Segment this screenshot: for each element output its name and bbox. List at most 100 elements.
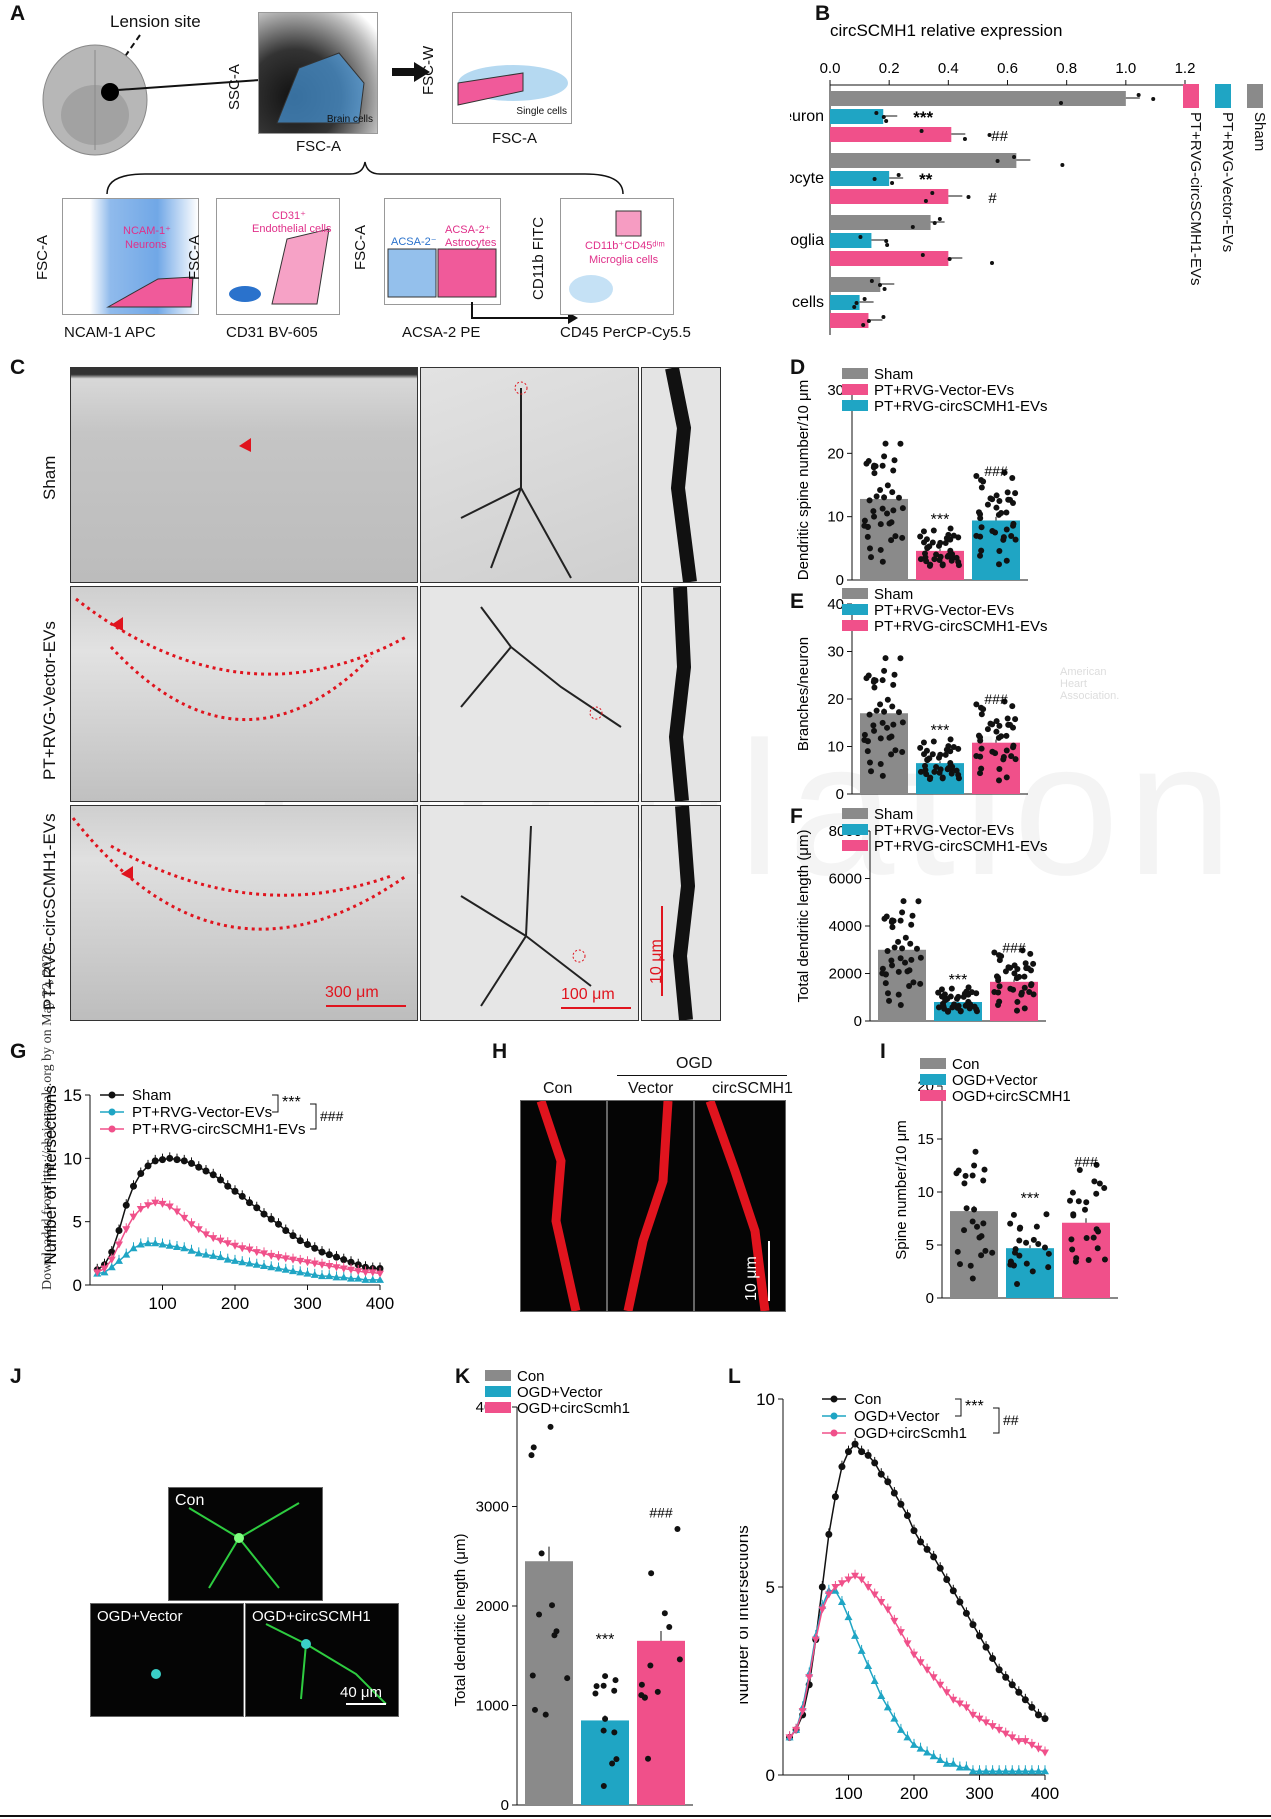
data-point [1001,1730,1010,1738]
data-dot [889,924,896,931]
y-axis-label: Dendritic spine number/10 μm [795,380,812,580]
sig-vector: *** [596,1631,615,1648]
data-point [969,1621,977,1629]
data-dot [899,505,906,512]
sig-circ: ### [984,463,1008,479]
y-tick-label: 0 [836,572,844,589]
fluor-image-circ: 10 μm [694,1100,786,1312]
data-point [844,1576,853,1584]
data-point [1034,1711,1042,1719]
panel-label-i: I [880,1040,886,1063]
micrograph-circ-low: 300 μm [70,805,418,1021]
data-dot [881,708,888,715]
data-dot [989,261,994,265]
y-tick-label: 10 [827,739,844,756]
data-dot [1026,989,1033,996]
gate-label-2: Neurons [125,239,167,251]
data-dot [960,993,967,1000]
data-dot [1069,1246,1076,1253]
data-point [325,1251,333,1259]
data-point [811,1636,820,1644]
data-point [949,1696,958,1704]
data-dot [600,1727,607,1734]
panel-label-k: K [455,1365,471,1388]
data-dot [917,768,924,775]
data-dot [1009,474,1016,481]
data-dot [910,979,917,986]
y-axis-label: Spine number/10 μm [893,1120,910,1260]
scale-bar-300: 300 μm [325,984,379,1001]
data-dot [975,509,982,516]
y-tick-label: 2000 [829,966,862,983]
data-point [361,1275,370,1283]
legend-swatch [485,1402,511,1413]
legend-marker [830,1429,838,1437]
data-dot [1007,496,1014,503]
data-dot [530,1444,537,1451]
y-tick-label: 20 [827,445,844,462]
data-dot [973,473,980,480]
data-dot [877,735,884,742]
data-dot [961,1180,968,1187]
micrograph-circ-high: 10 μm [641,805,721,1021]
data-dot [1021,984,1028,991]
data-point [202,1167,210,1175]
data-point [1027,1741,1036,1749]
data-point [216,1253,225,1261]
data-dot [638,1692,645,1699]
data-point [136,1240,145,1248]
data-point [332,1273,341,1281]
data-dot [647,1662,654,1669]
data-dot [996,998,1003,1005]
data-dot [896,173,901,177]
micrograph-sham-mid [420,367,639,583]
gate-label-1: ACSA-2⁺ [445,224,491,236]
data-dot [888,733,895,740]
sig-vector: *** [931,512,950,529]
data-point [130,1182,137,1190]
category-label: Microglia [790,232,824,249]
chart-b: circSCMH1 relative expression 0.0 0.2 0.4 0.… [790,21,1195,335]
data-dot [947,748,954,755]
aha-line-3: Association. [1060,690,1120,702]
data-dot [1070,1212,1077,1219]
sig-vector: *** [949,972,968,989]
data-dot [1030,991,1037,998]
data-dot [661,1610,668,1617]
data-dot [1083,1234,1090,1241]
data-dot [531,1706,538,1713]
legend-label-sham: Sham [1251,112,1268,152]
y-tick-label: 10 [756,1390,775,1409]
data-point [903,1640,912,1648]
data-point [825,1530,833,1538]
data-dot [969,1218,976,1225]
data-dot [861,323,866,327]
data-dot [866,711,873,718]
sig-bracket-2 [993,1407,1000,1434]
data-point [289,1232,297,1240]
data-dot [1012,716,1019,723]
data-dot [1018,989,1025,996]
data-dot [1012,155,1017,159]
data-dot [939,775,946,782]
legend-swatch [842,824,868,835]
data-dot [883,913,890,920]
data-dot [674,1526,681,1533]
data-dot [996,777,1003,784]
data-point [949,1759,958,1767]
bar-0 [830,91,1126,106]
axis-label-ncam: NCAM-1 APC [64,324,156,341]
data-point [231,1256,239,1264]
data-dot [1076,1166,1083,1173]
data-point [923,1748,932,1756]
data-dot [972,1148,979,1155]
y-tick-label: 4000 [829,918,862,935]
data-dot [899,719,906,726]
data-dot [966,195,971,199]
data-dot [1012,536,1019,543]
data-point [831,1493,839,1501]
legend-swatch-vector [1215,84,1231,108]
data-dot [865,672,872,679]
data-dot [895,494,902,501]
data-dot [884,239,889,243]
